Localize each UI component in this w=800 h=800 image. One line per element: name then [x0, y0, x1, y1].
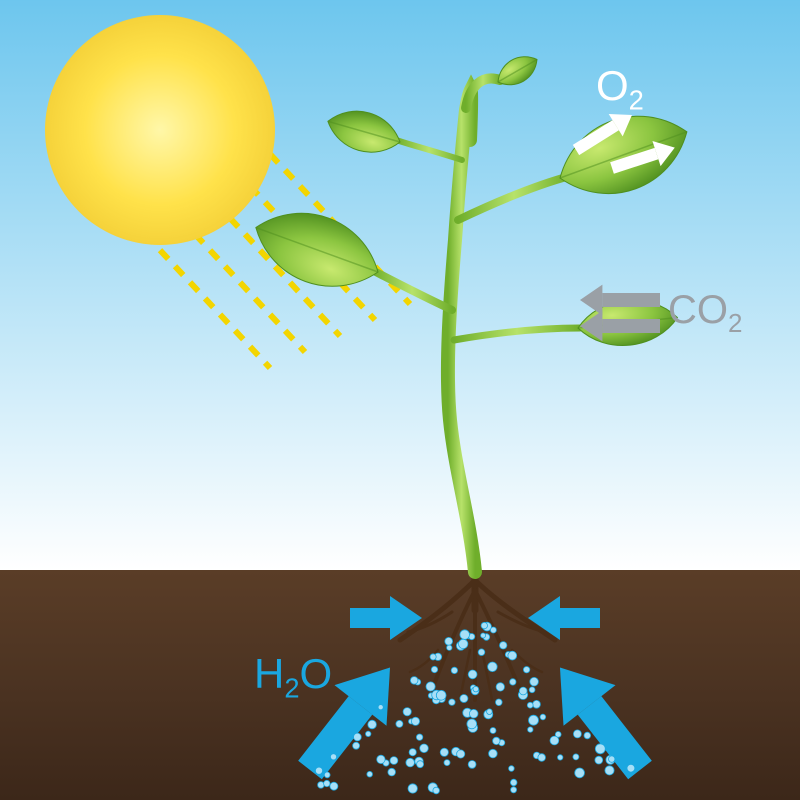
co2-sub: 2: [728, 308, 742, 338]
sun: [45, 15, 275, 245]
co2-label: CO2: [668, 288, 742, 339]
photosynthesis-diagram: O2 CO2 H2O: [0, 0, 800, 800]
scene-svg: [0, 0, 800, 800]
co2-text: CO: [668, 288, 728, 332]
h2o-sub: 2: [284, 672, 299, 703]
o2-sub: 2: [629, 84, 644, 115]
h2o-text: H: [254, 650, 284, 697]
h2o-tail: O: [300, 650, 333, 697]
h2o-label: H2O: [254, 650, 332, 704]
o2-label: O2: [596, 62, 644, 116]
o2-text: O: [596, 62, 629, 109]
